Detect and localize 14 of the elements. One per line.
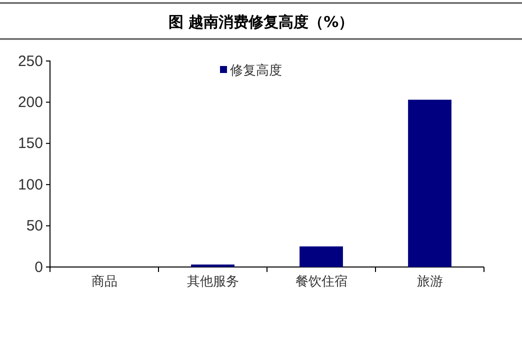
x-tick-label: 商品	[91, 274, 118, 289]
x-tick-label: 餐饮住宿	[295, 274, 348, 289]
y-tick-label: 50	[26, 218, 43, 235]
x-tick-label: 旅游	[416, 274, 443, 289]
bar	[408, 100, 452, 267]
bar	[300, 246, 343, 267]
x-tick-label: 其他服务	[186, 274, 239, 289]
y-tick-label: 150	[18, 135, 43, 152]
y-tick-label: 0	[34, 258, 43, 276]
y-tick-label: 200	[18, 94, 43, 111]
y-tick-label: 100	[18, 176, 43, 194]
y-tick-label: 250	[18, 52, 43, 70]
chart-title: 图 越南消费修复高度（%）	[168, 13, 354, 31]
legend-label: 修复高度	[230, 62, 282, 79]
